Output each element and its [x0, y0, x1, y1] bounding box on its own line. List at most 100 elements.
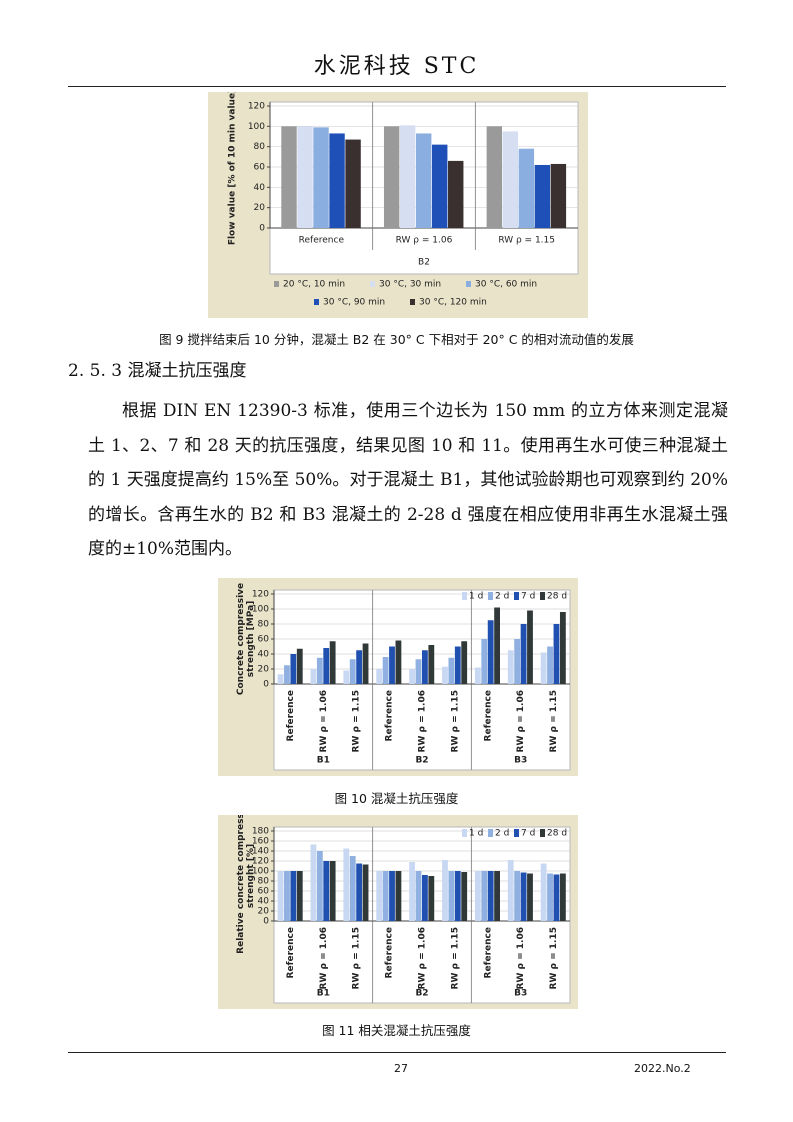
chart: 0 20 40 60 80 100 120 Flow value [% of 10 min v…	[208, 92, 588, 318]
bar	[428, 645, 435, 684]
legend-label: 2 d	[495, 829, 509, 839]
x-tick-label: RW ρ = 1.15	[352, 690, 362, 752]
y-tick-label: 100	[252, 867, 269, 877]
y-tick-label: 100	[252, 605, 269, 615]
bar	[520, 872, 527, 921]
bar	[343, 848, 350, 921]
bar	[547, 873, 553, 921]
x-tick-label: Reference	[286, 927, 296, 978]
y-tick-label: 100	[248, 122, 265, 132]
caption: 图 10 混凝土抗压强度	[334, 791, 459, 806]
x-tick-label: RW ρ = 1.06	[516, 690, 526, 752]
bar	[461, 641, 468, 684]
legend-label: 28 d	[547, 829, 567, 839]
y-tick-label: 60	[258, 887, 270, 897]
bar	[422, 650, 428, 684]
x-tick-label: Reference	[299, 236, 345, 246]
bar	[277, 871, 284, 921]
legend-swatch	[540, 592, 545, 600]
bar	[349, 856, 356, 921]
y-tick-label: 120	[252, 590, 269, 600]
legend-swatch	[466, 281, 471, 287]
y-tick-label: 20	[258, 907, 270, 917]
bar	[415, 133, 432, 228]
legend-label: 30 °C, 60 min	[475, 280, 537, 290]
x-tick-label: Reference	[385, 690, 395, 741]
legend-label: 1 d	[469, 592, 483, 602]
y-tick-label: 80	[258, 877, 270, 887]
bar	[409, 669, 415, 684]
y-tick-label: 120	[252, 857, 269, 867]
legend-swatch	[488, 829, 493, 837]
bar	[520, 624, 527, 684]
x-tick-label: RW ρ = 1.15	[450, 927, 460, 989]
bar	[297, 126, 313, 228]
bar	[323, 648, 330, 684]
x-tick-label: Reference	[286, 690, 296, 741]
bar	[362, 643, 369, 684]
legend-label: 7 d	[521, 592, 535, 602]
bar	[507, 860, 514, 921]
bar	[454, 871, 461, 921]
bar	[310, 669, 317, 684]
y-tick-label: 20	[258, 665, 270, 675]
x-tick-label: RW ρ = 1.06	[418, 927, 428, 989]
bar	[399, 125, 416, 228]
bar	[382, 657, 389, 684]
legend-swatch	[274, 281, 279, 287]
bar	[395, 640, 402, 684]
bar	[514, 639, 521, 684]
bar	[432, 144, 448, 228]
bar	[559, 612, 566, 684]
bar	[559, 873, 566, 921]
x-tick-label: RW ρ = 1.06	[319, 690, 329, 752]
bar	[277, 674, 284, 684]
y-tick-label: 20	[254, 203, 266, 213]
bar	[527, 873, 533, 921]
bar	[316, 851, 323, 921]
bar	[553, 874, 560, 921]
bar	[415, 659, 422, 684]
group-label: B3	[514, 756, 527, 766]
legend-swatch	[488, 592, 493, 600]
legend-label: 30 °C, 30 min	[379, 280, 441, 290]
bar	[534, 164, 551, 228]
y-axis-label: Flow value [% of 10 min value]	[228, 92, 238, 245]
bar	[356, 650, 363, 684]
bar	[383, 126, 400, 228]
bar	[362, 864, 369, 921]
group-label: B1	[317, 989, 330, 999]
bar	[448, 871, 455, 921]
y-tick-label: 80	[258, 620, 270, 630]
bar	[329, 861, 336, 921]
bar	[376, 669, 383, 684]
bar	[502, 131, 519, 228]
bar	[415, 871, 422, 921]
bar	[296, 871, 303, 921]
header-rule	[68, 86, 726, 87]
legend-swatch	[370, 281, 375, 287]
bar	[284, 665, 290, 684]
x-tick-label: Reference	[385, 927, 395, 978]
bar	[442, 666, 448, 684]
x-tick-label: RW ρ = 1.06	[516, 927, 526, 989]
bar	[518, 148, 535, 228]
bar	[428, 876, 435, 921]
bar	[389, 646, 395, 684]
bar	[422, 875, 428, 921]
x-tick-label: RW ρ = 1.06	[319, 927, 329, 989]
bar	[329, 641, 336, 684]
bar	[547, 646, 553, 684]
bar	[382, 871, 389, 921]
bar	[487, 871, 494, 921]
bar	[442, 860, 448, 921]
bar	[281, 126, 297, 228]
bar	[540, 863, 547, 921]
x-tick-label: RW ρ = 1.06	[396, 236, 453, 246]
x-tick-label: RW ρ = 1.15	[450, 690, 460, 752]
paragraph: 根据 DIN EN 12390-3 标准，使用三个边长为 150 mm 的立方体…	[88, 401, 728, 559]
bar	[313, 127, 329, 228]
bar	[356, 863, 363, 921]
y-tick-label: 40	[258, 650, 270, 660]
